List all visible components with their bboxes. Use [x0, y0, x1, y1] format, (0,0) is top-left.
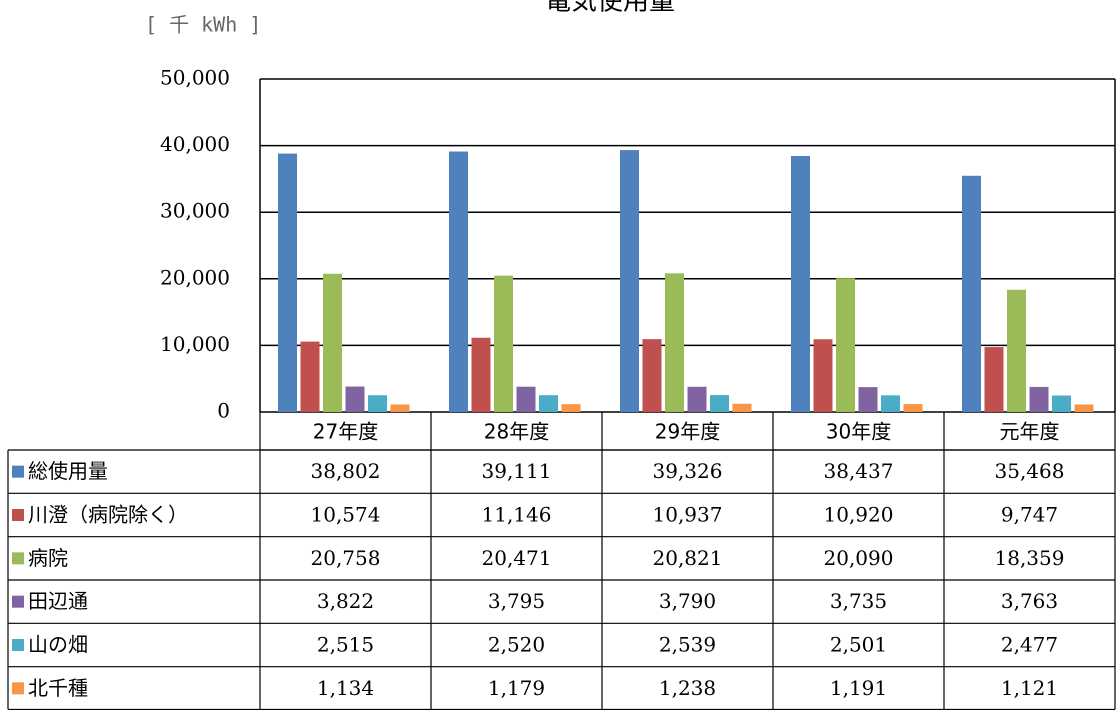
table-value: 3,822	[317, 589, 374, 613]
bar	[471, 337, 491, 412]
y-tick-label: 40,000	[160, 132, 230, 156]
table-value: 20,090	[824, 546, 894, 570]
legend-label: 北千種	[28, 676, 88, 700]
bar	[1007, 289, 1026, 412]
table-value: 3,735	[830, 589, 887, 613]
x-tick-label: 30年度	[826, 420, 891, 444]
bar	[494, 275, 513, 412]
bar	[903, 404, 923, 412]
legend-swatch	[12, 552, 24, 565]
table-value: 20,758	[311, 546, 381, 570]
x-tick-label: 元年度	[1000, 420, 1060, 444]
y-tick-label: 50,000	[160, 66, 230, 90]
bar	[1052, 395, 1071, 412]
table-value: 2,520	[488, 633, 545, 657]
bar	[278, 153, 297, 412]
legend-label: 川澄（病院除く）	[28, 503, 188, 527]
bar	[813, 339, 833, 412]
bar	[642, 339, 662, 412]
x-tick-label: 27年度	[313, 420, 378, 444]
bar	[323, 273, 342, 412]
table-value: 9,747	[1001, 503, 1058, 527]
table-value: 3,795	[488, 589, 545, 613]
bar	[984, 347, 1004, 412]
table-value: 10,920	[824, 503, 894, 527]
table-value: 1,179	[488, 676, 545, 700]
table-value: 39,326	[653, 459, 723, 483]
table-value: 20,821	[653, 546, 723, 570]
legend-label: 山の畑	[28, 633, 88, 657]
bar	[858, 387, 878, 412]
bar	[791, 156, 810, 412]
table-value: 39,111	[482, 459, 552, 483]
table-value: 20,471	[482, 546, 552, 570]
legend-label: 総使用量	[28, 459, 108, 483]
legend-swatch	[12, 639, 24, 651]
bar	[836, 278, 855, 412]
bar	[561, 404, 581, 412]
table-value: 2,477	[1001, 633, 1058, 657]
table-value: 2,539	[659, 633, 716, 657]
bar	[732, 403, 752, 412]
legend-swatch	[12, 682, 24, 695]
table-value: 1,121	[1001, 676, 1058, 700]
bar	[687, 386, 707, 412]
y-tick-label: 10,000	[160, 332, 230, 356]
table-value: 10,937	[653, 503, 723, 527]
bar	[300, 341, 320, 412]
bar	[962, 175, 981, 412]
legend-label: 病院	[28, 546, 68, 570]
x-tick-label: 29年度	[655, 420, 720, 444]
bar	[1074, 404, 1094, 412]
bar	[516, 386, 536, 412]
x-tick-label: 28年度	[484, 420, 549, 444]
bar	[1029, 386, 1049, 412]
table-value: 2,501	[830, 633, 887, 657]
table-value: 35,468	[995, 459, 1065, 483]
bar	[710, 395, 729, 412]
legend-swatch	[12, 595, 24, 608]
bar	[665, 273, 684, 412]
unit-label: [ 千 kWh ]	[145, 13, 261, 37]
bar	[881, 395, 900, 412]
legend-swatch	[12, 465, 24, 478]
table-value: 2,515	[317, 633, 374, 657]
table-value: 11,146	[482, 503, 552, 527]
table-value: 38,437	[824, 459, 894, 483]
legend-label: 田辺通	[28, 589, 88, 613]
bar	[390, 404, 410, 412]
y-tick-label: 0	[217, 399, 230, 423]
table-value: 18,359	[995, 546, 1065, 570]
y-tick-label: 20,000	[160, 265, 230, 289]
bar	[345, 386, 365, 412]
table-value: 38,802	[311, 459, 381, 483]
table-value: 1,191	[830, 676, 887, 700]
table-value: 3,790	[659, 589, 716, 613]
y-tick-label: 30,000	[160, 199, 230, 223]
table-value: 1,238	[659, 676, 716, 700]
table-value: 1,134	[317, 676, 374, 700]
bar	[620, 150, 639, 412]
table-value: 3,763	[1001, 589, 1058, 613]
legend-swatch	[12, 509, 24, 521]
bar	[449, 151, 468, 412]
chart-title: 電気使用量	[545, 0, 675, 17]
bar	[368, 395, 387, 412]
table-value: 10,574	[311, 503, 381, 527]
bar	[539, 395, 558, 412]
